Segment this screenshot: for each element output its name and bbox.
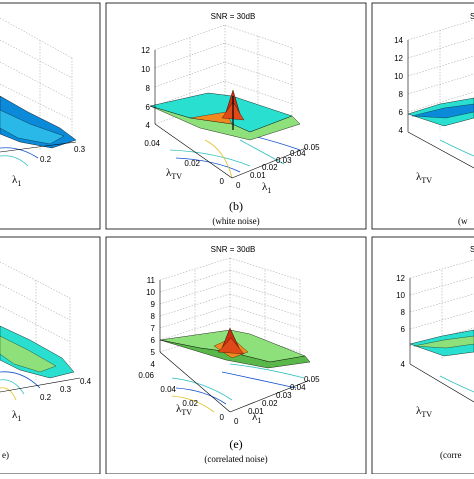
panel-f-caption: (corre <box>440 450 461 460</box>
panel-e-z-tick: 7 <box>151 324 156 333</box>
panel-e-title: SNR = 30dB <box>211 245 256 254</box>
panel-e-z-tick: 8 <box>151 312 156 321</box>
panel-b-z-tick: 4 <box>146 121 151 130</box>
panel-d-surface-green <box>0 335 57 373</box>
panel-e-axes <box>159 280 311 413</box>
panel-b-caption-letter: (b) <box>229 199 243 213</box>
panel-b-z-tick: 12 <box>141 46 150 55</box>
panel-b-x-tick: 0 <box>220 177 225 186</box>
panel-b-x-tick: 0.02 <box>184 159 200 168</box>
panel-b: SNR = 30dB <box>105 2 367 230</box>
panel-e-z-tick: 9 <box>151 300 156 309</box>
panel-b-caption: (white noise) <box>212 216 259 226</box>
panel-c-z-tick: 10 <box>394 72 403 81</box>
panel-b-y-tick: 0.04 <box>290 149 306 158</box>
panel-d-x-label: λ1 <box>12 409 21 423</box>
panel-e-floor-contours <box>171 363 305 413</box>
panel-e-y-tick: 0.01 <box>248 407 264 416</box>
panel-c-x-label: λTV <box>416 171 432 185</box>
panel-f-axes <box>409 278 474 403</box>
panel-a-axes-box <box>0 17 73 150</box>
panel-e-z-tick: 6 <box>151 336 156 345</box>
panel-d-grid <box>0 261 71 380</box>
panel-c-surface-dark <box>411 103 474 119</box>
panel-e-z-tick: 10 <box>146 288 155 297</box>
panel-b-z-tick: 6 <box>146 103 151 112</box>
panel-d-x-tick: 0.3 <box>60 385 72 394</box>
panel-b-y-tick: 0.01 <box>250 171 266 180</box>
panel-f-z-tick: 8 <box>401 308 406 317</box>
panel-e-x-tick: 0.04 <box>160 385 176 394</box>
panel-d: 0.2 0.3 0.4 λ1 e) <box>0 236 101 475</box>
panel-e-y-tick: 0.05 <box>304 375 320 384</box>
panel-e-y-label: λ1 <box>252 411 261 425</box>
panel-e-caption: (correlated noise) <box>204 454 267 464</box>
panel-c: S 14 12 10 8 6 4 λTV (w <box>371 2 474 230</box>
panel-c-z-tick: 8 <box>399 90 404 99</box>
panel-a-x-tick: 0.3 <box>74 145 86 154</box>
panel-d-x-tick: 0.4 <box>80 377 92 386</box>
panel-b-surface <box>149 89 301 141</box>
panel-f-surface-green <box>413 335 474 349</box>
panel-c-axes <box>407 40 474 169</box>
panel-d-caption: e) <box>2 450 9 460</box>
panel-b-z-tick: 10 <box>141 65 150 74</box>
panel-f-x-label: λTV <box>416 405 432 419</box>
panel-b-x-label: λTV <box>166 167 182 181</box>
panel-e: SNR = 30dB <box>105 236 367 475</box>
panel-e-z-tick: 11 <box>147 276 156 285</box>
panel-e-y-tick: 0.03 <box>276 391 292 400</box>
panel-b-axes <box>154 50 307 179</box>
panel-a-x-tick: 0.2 <box>40 155 52 164</box>
panel-e-surface <box>159 327 311 369</box>
panel-c-title: S <box>470 12 474 21</box>
panel-b-y-tick: 0 <box>236 181 241 190</box>
panel-c-contours <box>439 139 474 157</box>
panel-f: S 12 10 8 6 4 λTV (corre <box>371 236 474 475</box>
panel-e-y-tick: 0.02 <box>262 399 278 408</box>
panel-c-z-tick: 4 <box>399 126 404 135</box>
panel-e-x-tick: 0 <box>220 413 225 422</box>
panel-d-axis <box>0 377 81 393</box>
panel-c-caption: (w <box>458 216 468 226</box>
panel-a-surface-light <box>0 109 65 145</box>
panel-a: 0.2 0.3 λ1 <box>0 2 101 230</box>
panel-e-y-tick: 0.04 <box>290 383 306 392</box>
panel-b-x-tick: 0.04 <box>144 139 160 148</box>
panel-e-z-tick: 5 <box>151 348 156 357</box>
panel-b-y-tick: 0.03 <box>276 156 292 165</box>
panel-c-z-tick: 6 <box>399 108 404 117</box>
panel-e-y-tick: 0 <box>234 417 239 426</box>
panel-f-contours <box>439 375 474 393</box>
panel-b-y-tick: 0.02 <box>262 163 278 172</box>
panel-a-x-label: λ1 <box>12 174 21 188</box>
panel-d-x-tick: 0.2 <box>40 393 52 402</box>
panel-d-contours <box>0 371 41 401</box>
panel-b-y-tick: 0.05 <box>304 143 320 152</box>
panel-f-z-tick: 10 <box>396 291 405 300</box>
panel-b-z-tick: 8 <box>146 84 151 93</box>
panel-e-x-tick: 0.02 <box>182 399 198 408</box>
panel-f-z-tick: 6 <box>401 325 406 334</box>
panel-c-z-tick: 14 <box>394 36 403 45</box>
panel-a-axis <box>0 141 77 153</box>
panel-e-z-tick: 4 <box>151 360 156 369</box>
panel-e-x-tick: 0.06 <box>138 371 154 380</box>
panel-e-x-label: λTV <box>176 403 192 417</box>
panel-f-z-tick: 12 <box>396 274 405 283</box>
panel-f-title: S <box>470 245 474 254</box>
panel-b-title: SNR = 30dB <box>211 12 256 21</box>
panel-f-frame <box>371 236 474 475</box>
panel-b-y-label: λ1 <box>262 181 271 195</box>
panel-e-caption-letter: (e) <box>229 437 242 451</box>
panel-f-z-tick: 4 <box>401 360 406 369</box>
panel-c-z-tick: 12 <box>394 54 403 63</box>
panel-c-grid <box>407 19 474 130</box>
